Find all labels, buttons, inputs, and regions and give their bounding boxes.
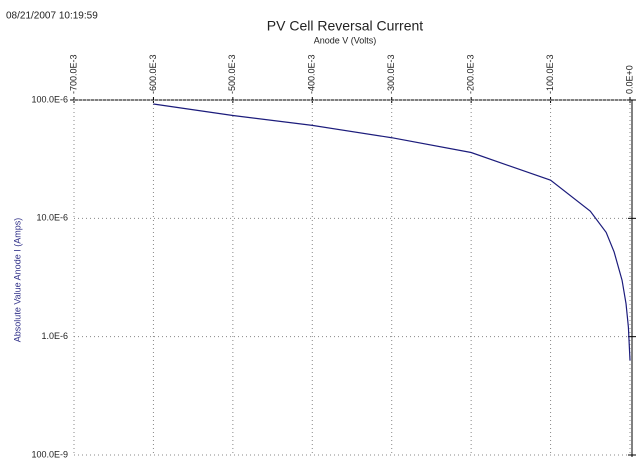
- x-tick-label: -500.0E-3: [227, 54, 237, 94]
- timestamp: 08/21/2007 10:19:59: [6, 11, 98, 22]
- x-tick-label: -300.0E-3: [386, 54, 396, 94]
- data-line: [153, 103, 631, 361]
- x-tick-label: -200.0E-3: [466, 54, 476, 94]
- x-tick-label: -400.0E-3: [307, 54, 317, 94]
- x-axis-label: Anode V (Volts): [314, 35, 377, 45]
- y-tick-label: 100.0E-9: [31, 449, 68, 459]
- x-tick-label: -700.0E-3: [68, 54, 78, 94]
- y-tick-label: 10.0E-6: [36, 213, 68, 223]
- y-axis-label: Absolute Value Anode I (Amps): [12, 218, 22, 342]
- x-tick-label: 0.0E+0: [624, 65, 634, 94]
- x-tick-label: -100.0E-3: [545, 54, 555, 94]
- chart-title: PV Cell Reversal Current: [267, 18, 423, 34]
- x-tick-label: -600.0E-3: [148, 54, 158, 94]
- y-tick-label: 1.0E-6: [41, 331, 68, 341]
- y-tick-label: 100.0E-6: [31, 94, 68, 104]
